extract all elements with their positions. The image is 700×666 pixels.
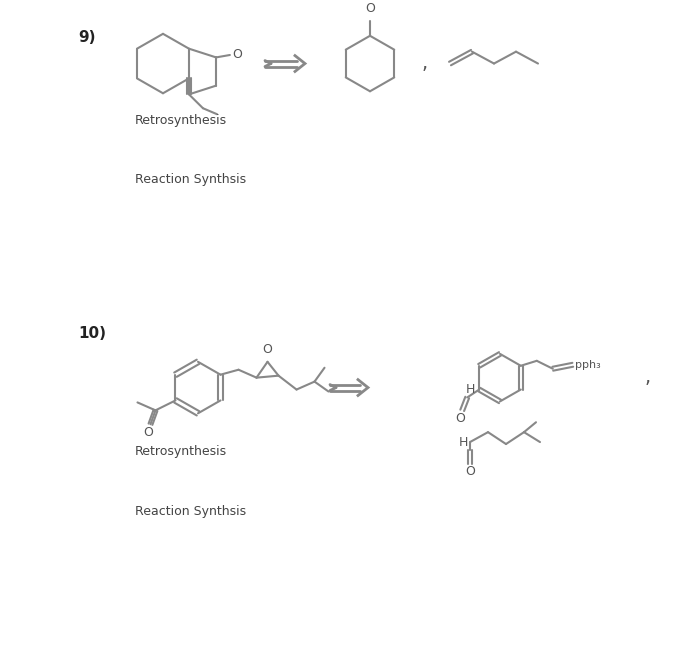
Text: H: H — [458, 436, 468, 449]
Text: Retrosynthesis: Retrosynthesis — [135, 446, 227, 458]
Text: ,: , — [645, 368, 651, 387]
Text: Reaction Synthsis: Reaction Synthsis — [135, 505, 246, 518]
Text: Retrosynthesis: Retrosynthesis — [135, 113, 227, 127]
Text: O: O — [465, 466, 475, 478]
Text: 9): 9) — [78, 30, 95, 45]
Text: O: O — [232, 49, 242, 61]
Text: O: O — [262, 343, 272, 356]
Text: Reaction Synthsis: Reaction Synthsis — [135, 173, 246, 186]
Text: O: O — [455, 412, 466, 425]
Text: ,: , — [422, 54, 428, 73]
Text: pph₃: pph₃ — [575, 360, 601, 370]
Text: O: O — [144, 426, 153, 439]
Text: O: O — [365, 2, 375, 15]
Text: H: H — [466, 383, 475, 396]
Text: 10): 10) — [78, 326, 106, 340]
